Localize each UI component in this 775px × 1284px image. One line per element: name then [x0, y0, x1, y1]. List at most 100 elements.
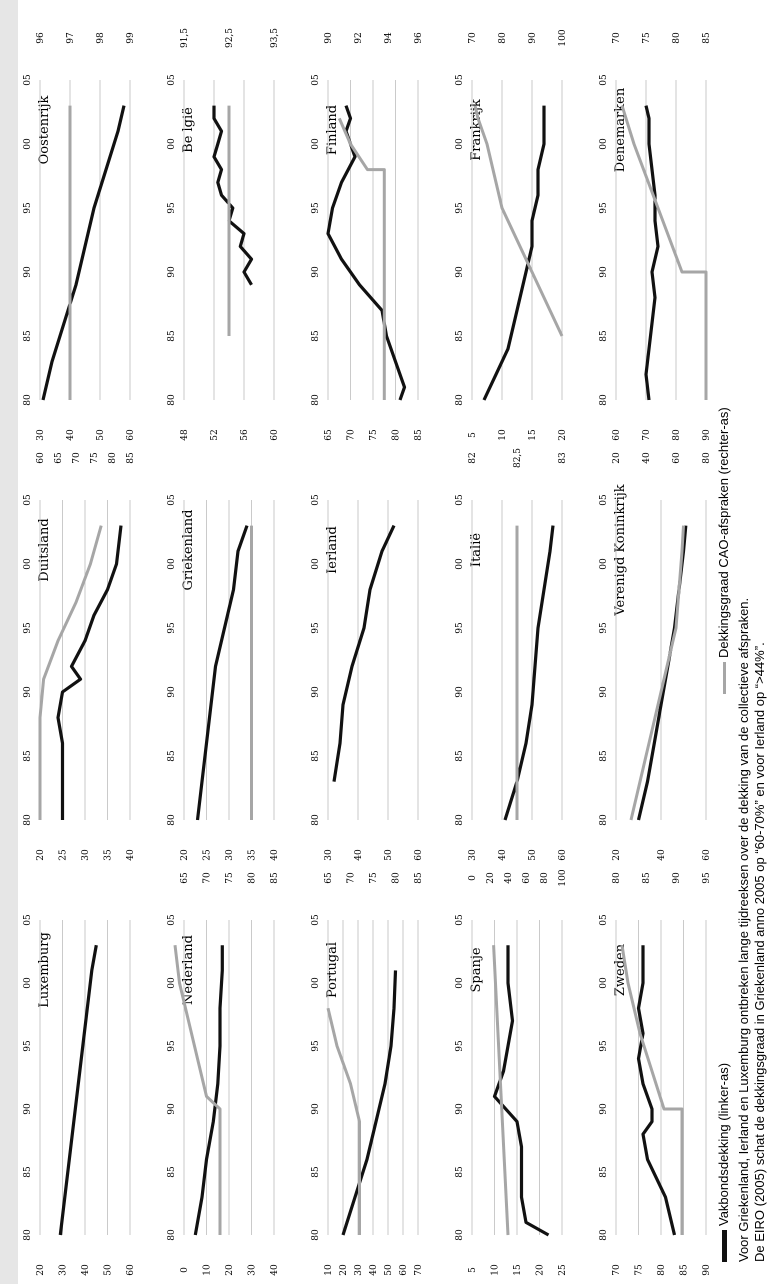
- time-tick-label: 80: [311, 394, 321, 406]
- union-density-line: [195, 525, 249, 821]
- left-axis-tick-label: 40: [66, 429, 76, 441]
- time-tick-label: 80: [167, 814, 177, 826]
- chart-title: Duitsland: [37, 518, 52, 581]
- time-tick-label: 80: [23, 1229, 33, 1241]
- union-density-line: [332, 524, 396, 782]
- right-axis-tick-label: 65: [324, 872, 334, 884]
- chart-title: Spanje: [469, 947, 484, 992]
- small-multiples-chart: Oostenrijk8085909500056050403099989796Be…: [23, 28, 712, 1276]
- time-tick-label: 90: [23, 1103, 33, 1115]
- legend-union-label: Vakbondsdekking (linker-as): [716, 1062, 731, 1226]
- time-tick-label: 90: [23, 266, 33, 278]
- left-axis-tick-label: 60: [270, 429, 280, 441]
- right-axis-tick-label: 65: [180, 872, 190, 884]
- time-tick-label: 00: [167, 977, 177, 989]
- chart-title: Oostenrijk: [37, 96, 52, 165]
- time-tick-label: 95: [455, 202, 465, 214]
- time-tick-label: 80: [23, 814, 33, 826]
- left-axis-tick-label: 40: [270, 849, 280, 861]
- right-axis-tick-label: 90: [672, 872, 682, 884]
- right-axis-tick-label: 85: [702, 32, 712, 44]
- right-axis-tick-label: 98: [96, 32, 106, 44]
- time-tick-label: 80: [455, 394, 465, 406]
- time-tick-label: 80: [23, 394, 33, 406]
- right-axis-tick-label: 96: [414, 32, 424, 44]
- left-axis-tick-label: 65: [324, 429, 334, 441]
- time-tick-label: 85: [23, 330, 33, 342]
- left-axis-tick-label: 30: [59, 1264, 69, 1276]
- left-axis-tick-label: 20: [225, 1264, 235, 1276]
- union-density-line: [341, 970, 398, 1236]
- time-tick-label: 05: [167, 74, 177, 86]
- time-tick-label: 00: [311, 138, 321, 150]
- note-line-2: De EIRO (2005) schat de dekkingsgraad in…: [752, 642, 767, 1262]
- left-axis-tick-label: 20: [180, 849, 190, 861]
- union-density-line: [41, 105, 126, 401]
- country-chart-be-lgië: Be lgië 80 85 90 95 00 05 60 56 52 48 93,5 92,5 91,5: [167, 28, 280, 441]
- left-axis-tick-label: 25: [558, 1264, 568, 1276]
- left-axis-tick-label: 70: [642, 429, 652, 441]
- right-axis-tick-label: 85: [126, 452, 136, 464]
- time-tick-label: 85: [599, 750, 609, 762]
- right-axis-tick-label: 60: [672, 452, 682, 464]
- time-tick-label: 95: [23, 1040, 33, 1052]
- left-axis-tick-label: 85: [680, 1264, 690, 1276]
- right-axis-tick-label: 65: [54, 452, 64, 464]
- left-axis-tick-label: 60: [414, 849, 424, 861]
- time-tick-label: 00: [23, 977, 33, 989]
- cao-coverage-line: [326, 1007, 361, 1235]
- time-tick-label: 85: [23, 1166, 33, 1178]
- right-axis-tick-label: 80: [612, 872, 622, 884]
- right-axis-tick-label: 92: [354, 32, 364, 43]
- time-tick-label: 05: [167, 494, 177, 506]
- time-tick-label: 00: [23, 558, 33, 570]
- right-axis-tick-label: 75: [225, 872, 235, 884]
- cao-coverage-line: [629, 525, 685, 821]
- chart-title: Luxemburg: [37, 932, 52, 1008]
- cao-coverage-line: [620, 105, 708, 400]
- country-chart-italië: Italië 80 85 90 95 00 05 60 50 40 30 83 82,5 82: [455, 448, 568, 861]
- chart-title: Finland: [325, 105, 340, 155]
- time-tick-label: 90: [167, 686, 177, 698]
- time-tick-label: 00: [167, 558, 177, 570]
- left-axis-tick-label: 25: [203, 849, 213, 861]
- time-tick-label: 95: [23, 622, 33, 634]
- union-density-line: [636, 525, 688, 821]
- chart-title: Griekenland: [181, 510, 196, 591]
- country-chart-nederland: Nederland 80 85 90 95 00 05 40 30 20 10 0 85 80 75 70 65: [167, 872, 280, 1276]
- time-tick-label: 85: [311, 330, 321, 342]
- time-tick-label: 95: [455, 622, 465, 634]
- left-axis-tick-label: 40: [126, 849, 136, 861]
- time-tick-label: 90: [455, 1103, 465, 1115]
- left-axis-tick-label: 0: [180, 1267, 190, 1273]
- left-axis-tick-label: 15: [528, 429, 538, 441]
- left-axis-tick-label: 40: [354, 849, 364, 861]
- cao-coverage-line: [337, 117, 386, 400]
- time-tick-label: 05: [311, 74, 321, 86]
- right-axis-tick-label: 100: [558, 869, 568, 886]
- union-density-line: [193, 945, 224, 1236]
- time-tick-label: 90: [167, 1103, 177, 1115]
- left-axis-tick-label: 20: [339, 1264, 349, 1276]
- right-axis-tick-label: 80: [672, 32, 682, 44]
- time-tick-label: 85: [455, 1166, 465, 1178]
- left-axis-tick-label: 60: [399, 1264, 409, 1276]
- time-tick-label: 85: [23, 750, 33, 762]
- left-axis-tick-label: 80: [672, 429, 682, 441]
- time-tick-label: 90: [599, 686, 609, 698]
- left-axis-tick-label: 30: [354, 1264, 364, 1276]
- left-axis-tick-label: 40: [270, 1264, 280, 1276]
- chart-title: Portugal: [325, 942, 340, 998]
- time-tick-label: 00: [311, 558, 321, 570]
- time-tick-label: 05: [23, 74, 33, 86]
- left-axis-tick-label: 20: [536, 1264, 546, 1276]
- left-axis-tick-label: 10: [324, 1264, 334, 1276]
- left-axis-tick-label: 70: [612, 1264, 622, 1276]
- right-axis-tick-label: 80: [702, 452, 712, 464]
- time-tick-label: 90: [455, 686, 465, 698]
- left-axis-tick-label: 5: [468, 432, 478, 438]
- left-axis-tick-label: 20: [36, 1264, 46, 1276]
- right-axis-tick-label: 60: [522, 872, 532, 884]
- time-tick-label: 00: [23, 138, 33, 150]
- left-axis-tick-label: 80: [657, 1264, 667, 1276]
